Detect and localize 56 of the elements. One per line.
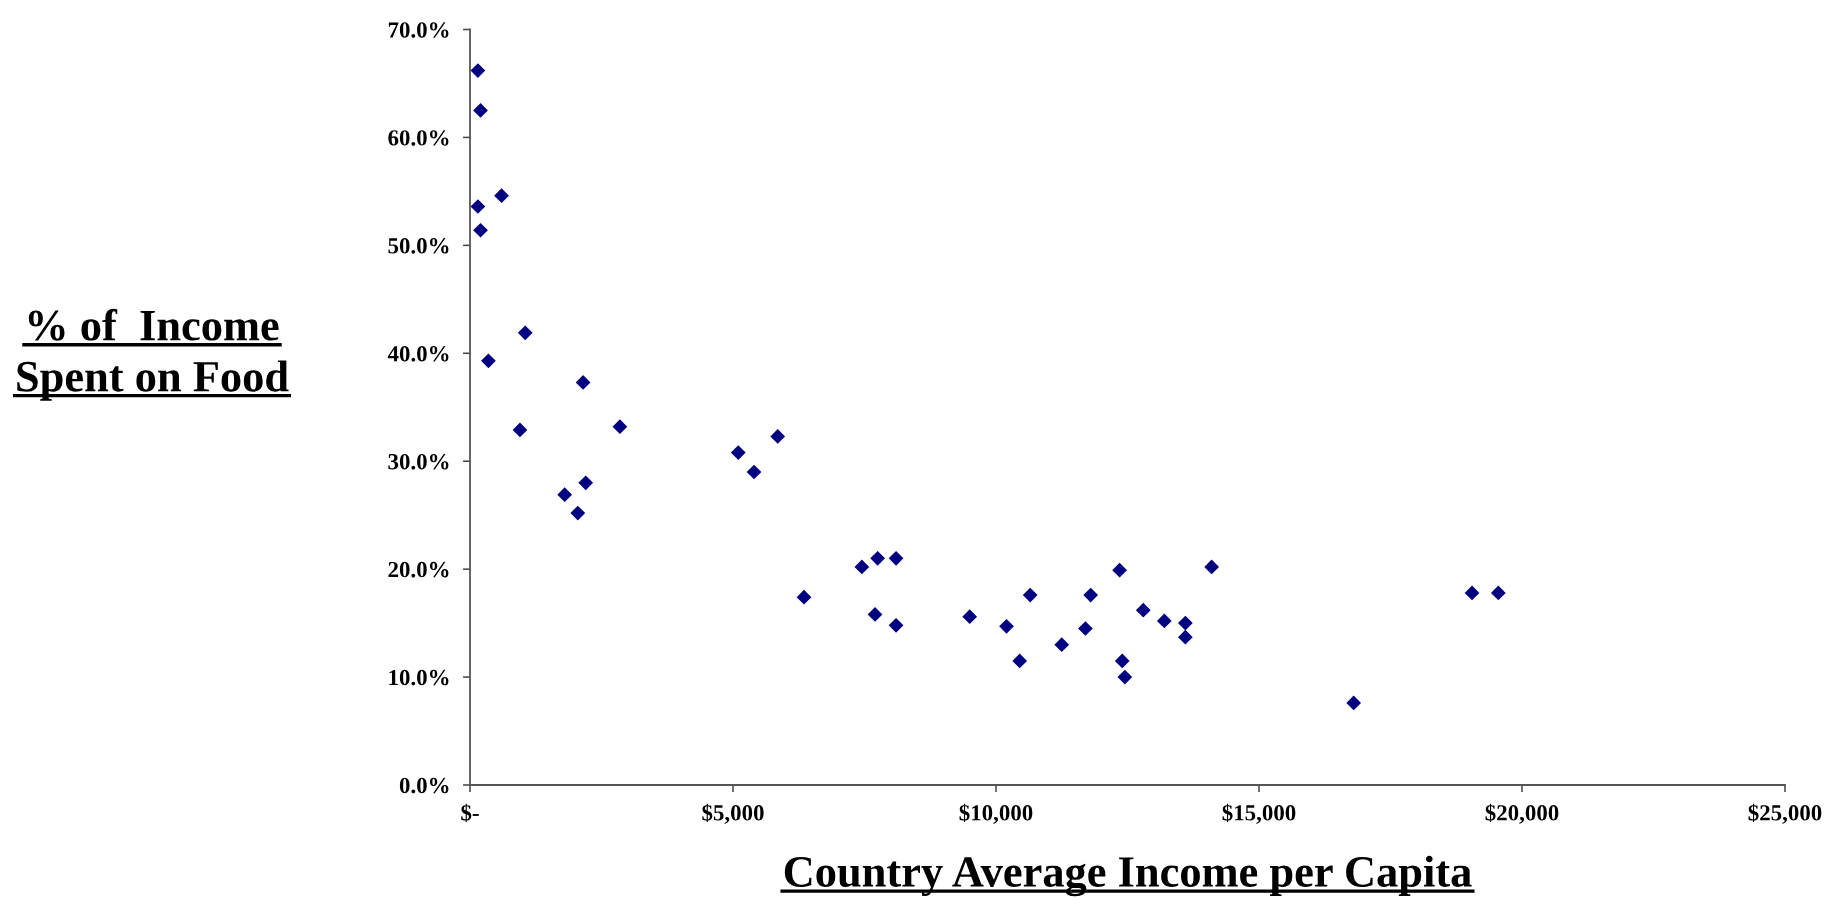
point — [796, 589, 812, 605]
point — [470, 199, 486, 214]
y-tick-label: 30.0% — [388, 453, 449, 470]
point — [557, 487, 573, 503]
x-tick-label: $25,000 — [1748, 803, 1822, 824]
y-tick-label: 10.0% — [389, 669, 449, 686]
point — [1490, 585, 1506, 601]
point — [473, 222, 488, 238]
x-axis-title: Country Average Income per Capita — [784, 855, 1472, 897]
point — [1022, 587, 1038, 603]
point — [578, 475, 594, 491]
point — [470, 63, 486, 78]
point — [1204, 559, 1220, 575]
point — [1177, 615, 1193, 631]
point — [867, 607, 883, 622]
y-tick-label: 50.0% — [388, 238, 449, 254]
point — [1117, 669, 1133, 685]
point — [870, 550, 886, 566]
point — [746, 464, 762, 480]
point — [1078, 621, 1093, 636]
point — [770, 429, 786, 444]
point — [494, 188, 509, 204]
point — [481, 353, 496, 369]
y-axis-title: % of Income Spent on Food — [17, 308, 289, 401]
point — [1083, 587, 1099, 603]
point — [1054, 637, 1070, 653]
y-tick-label: 70.0% — [388, 22, 449, 38]
point — [854, 559, 870, 575]
y-tick-label: 0.0% — [399, 777, 449, 794]
point — [1156, 613, 1172, 629]
point — [517, 325, 533, 341]
point — [512, 422, 528, 438]
point — [888, 617, 904, 633]
y-tick-label: 40.0% — [387, 346, 449, 362]
point — [612, 419, 628, 435]
x-tick-label: $- — [461, 803, 479, 823]
point — [1177, 629, 1193, 645]
y-tick-label: 20.0% — [388, 561, 449, 578]
point — [888, 550, 904, 566]
point — [1114, 653, 1130, 669]
point — [999, 618, 1014, 634]
point — [962, 609, 978, 624]
point — [1346, 695, 1362, 711]
point — [1464, 585, 1480, 601]
x-tick-label: $15,000 — [1222, 803, 1296, 824]
point — [1135, 602, 1151, 618]
point — [570, 505, 586, 521]
point — [1112, 562, 1127, 578]
point — [575, 375, 591, 390]
x-tick-label: $5,000 — [702, 803, 764, 824]
x-tick-label: $10,000 — [959, 803, 1033, 824]
point — [730, 445, 746, 460]
y-tick-label: 60.0% — [388, 130, 449, 146]
point — [1012, 653, 1028, 669]
x-tick-label: $20,000 — [1485, 803, 1559, 824]
point — [473, 103, 488, 118]
